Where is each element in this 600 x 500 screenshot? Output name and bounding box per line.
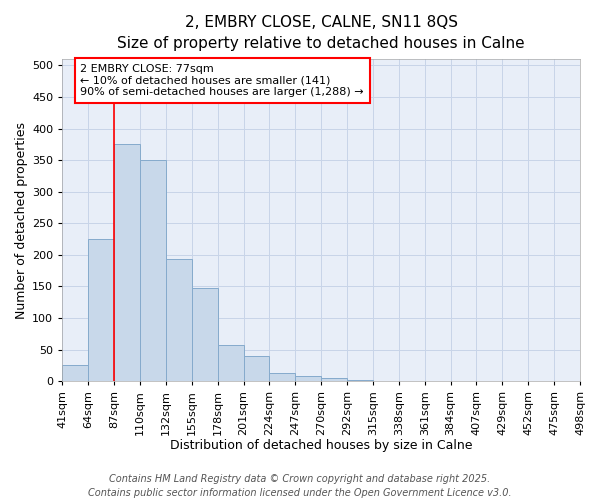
Bar	[244, 356, 269, 381]
Text: Contains HM Land Registry data © Crown copyright and database right 2025.
Contai: Contains HM Land Registry data © Crown c…	[88, 474, 512, 498]
Text: 2 EMBRY CLOSE: 77sqm
← 10% of detached houses are smaller (141)
90% of semi-deta: 2 EMBRY CLOSE: 77sqm ← 10% of detached h…	[80, 64, 364, 97]
Y-axis label: Number of detached properties: Number of detached properties	[15, 122, 28, 318]
Bar	[192, 288, 218, 381]
Bar	[295, 376, 321, 381]
Bar	[425, 380, 451, 381]
Bar	[114, 144, 140, 381]
X-axis label: Distribution of detached houses by size in Calne: Distribution of detached houses by size …	[170, 440, 472, 452]
Bar	[347, 380, 373, 381]
Bar	[399, 380, 425, 381]
Title: 2, EMBRY CLOSE, CALNE, SN11 8QS
Size of property relative to detached houses in : 2, EMBRY CLOSE, CALNE, SN11 8QS Size of …	[118, 15, 525, 51]
Bar	[373, 380, 399, 381]
Bar	[321, 378, 347, 381]
Bar	[166, 260, 192, 381]
Bar	[140, 160, 166, 381]
Bar	[88, 239, 114, 381]
Bar	[451, 380, 476, 381]
Bar	[269, 373, 295, 381]
Bar	[476, 380, 502, 381]
Bar	[218, 345, 244, 381]
Bar	[528, 380, 554, 381]
Bar	[502, 380, 528, 381]
Bar	[554, 380, 580, 381]
Bar	[62, 366, 88, 381]
